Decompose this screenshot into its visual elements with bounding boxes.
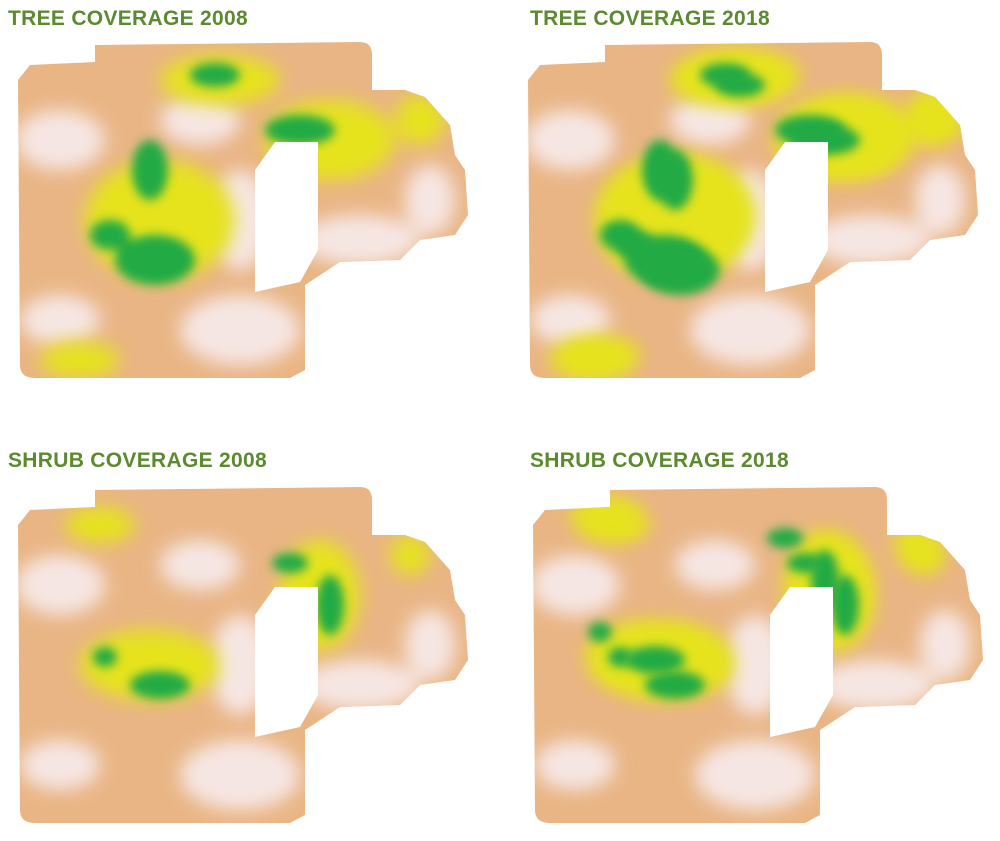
- panel-title: TREE COVERAGE 2018: [530, 7, 770, 30]
- panel-title: SHRUB COVERAGE 2008: [8, 449, 267, 472]
- panel-title: TREE COVERAGE 2008: [8, 7, 248, 30]
- map-panel: [0, 30, 480, 390]
- map-panel: [510, 30, 990, 390]
- map-panel: [515, 475, 995, 835]
- panel-title: SHRUB COVERAGE 2018: [530, 449, 789, 472]
- map-panel: [0, 475, 480, 835]
